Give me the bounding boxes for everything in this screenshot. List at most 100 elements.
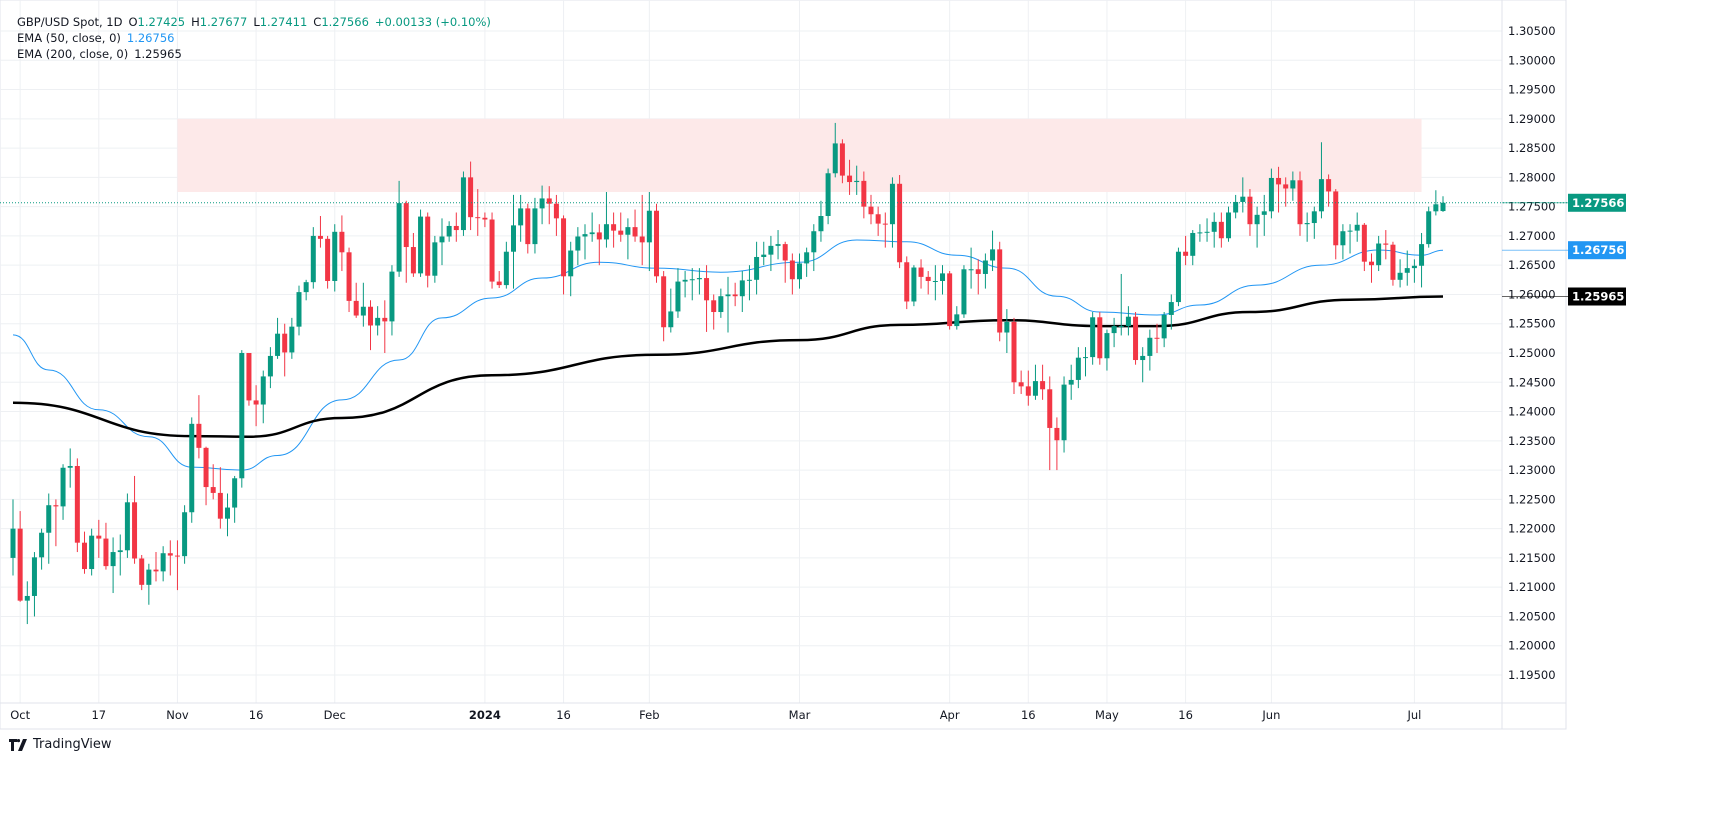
candle [854,165,860,195]
candle-body [325,238,331,281]
candle-body [117,550,123,553]
candle-body [997,249,1003,333]
candle [360,282,366,327]
candle-body [639,236,645,243]
candle [511,194,516,289]
candle [46,493,52,564]
high-label: H [191,15,200,29]
candle-body [310,235,316,283]
open-label: O [128,15,138,29]
candle [704,265,710,332]
candle-body [96,535,102,539]
candle-body [74,465,80,543]
time-tick-label: 16 [249,708,264,722]
candle-body [868,206,874,215]
candle [1404,250,1410,286]
ema50-label: EMA (50, close, 0) [17,31,121,45]
price-tick-label: 1.21500 [1508,551,1556,565]
candle-body [675,281,681,312]
candle [103,522,109,570]
candle-body [360,306,366,316]
close-label: C [313,15,322,29]
candle [646,192,652,272]
candle [410,232,416,277]
candle [725,276,731,333]
candle [889,177,895,248]
candle [1061,376,1067,453]
candle-body [568,250,574,277]
candle [503,241,509,289]
candle-body [546,198,552,204]
time-tick-label: Nov [166,708,189,722]
candle [425,212,431,288]
candle [1011,317,1017,394]
candle [661,271,667,342]
legend-ema200-row[interactable]: EMA (200, close, 0) 1.25965 [17,46,491,62]
candle [575,227,581,266]
candle [639,194,645,266]
price-axis[interactable]: 1.30500 1.30000 1.29500 1.29000 1.28500 1.280… [1508,24,1556,682]
candle-body [82,542,87,570]
candle-body [267,355,273,377]
candle-body [1083,357,1088,359]
candle-body [1133,316,1139,361]
candle [882,212,888,248]
candle-body [582,234,588,237]
candle-body [418,216,424,274]
candle [754,241,760,295]
candle [1318,142,1324,219]
candle-body [1018,382,1024,387]
candle-body [1240,196,1246,202]
candle [74,458,80,553]
candle-body [1011,321,1017,383]
price-tick-label: 1.30000 [1508,53,1556,67]
candle [625,218,631,260]
candle-body [1369,261,1374,266]
chart-legend: GBP/USD Spot, 1D O1.27425 H1.27677 L1.27… [17,14,491,62]
candle-body [632,227,638,237]
candle-body [1104,333,1110,359]
candle-body [1068,379,1074,385]
candle [1104,329,1110,371]
candle [396,180,402,277]
candle-body [1197,232,1203,234]
candle [382,300,388,353]
candle [110,537,116,594]
candle [53,499,59,547]
candle [1154,323,1160,353]
candles [10,122,1446,625]
candle [1018,370,1024,394]
candle [289,317,295,359]
candle-body [482,217,488,220]
candle [196,395,202,459]
candle [1118,273,1124,336]
candle-body [217,492,223,519]
ema50-price-badge-bg [1568,241,1626,260]
candle [553,194,559,236]
candle-body [603,224,609,240]
candle [353,282,359,318]
candle [10,499,16,576]
candle-body [396,203,402,272]
candle-body [1254,214,1260,225]
candle [961,265,967,318]
candle-body [189,423,195,513]
ema50-price-badge: 1.26756 [1572,243,1624,257]
last-price-badge: 1.27566 [1572,196,1624,210]
candle [1290,171,1296,201]
low-label: L [253,15,260,29]
candle [1090,312,1096,365]
candle [1054,417,1060,471]
candle [1083,347,1088,377]
candle-body [1175,251,1181,303]
candle [1326,174,1332,207]
last-price-badge-bg [1568,193,1626,212]
tradingview-branding[interactable]: TradingView [9,737,112,752]
time-axis[interactable]: Oct 17 Nov 16 Dec 2024 16 Feb Mar Apr 16 May 16 Jun Ju… [10,708,1421,722]
candle [418,209,424,277]
legend-ema50-row[interactable]: EMA (50, close, 0) 1.26756 [17,30,491,46]
candle-body [17,528,23,601]
candle-body [1433,204,1439,212]
price-tick-label: 1.25000 [1508,346,1556,360]
